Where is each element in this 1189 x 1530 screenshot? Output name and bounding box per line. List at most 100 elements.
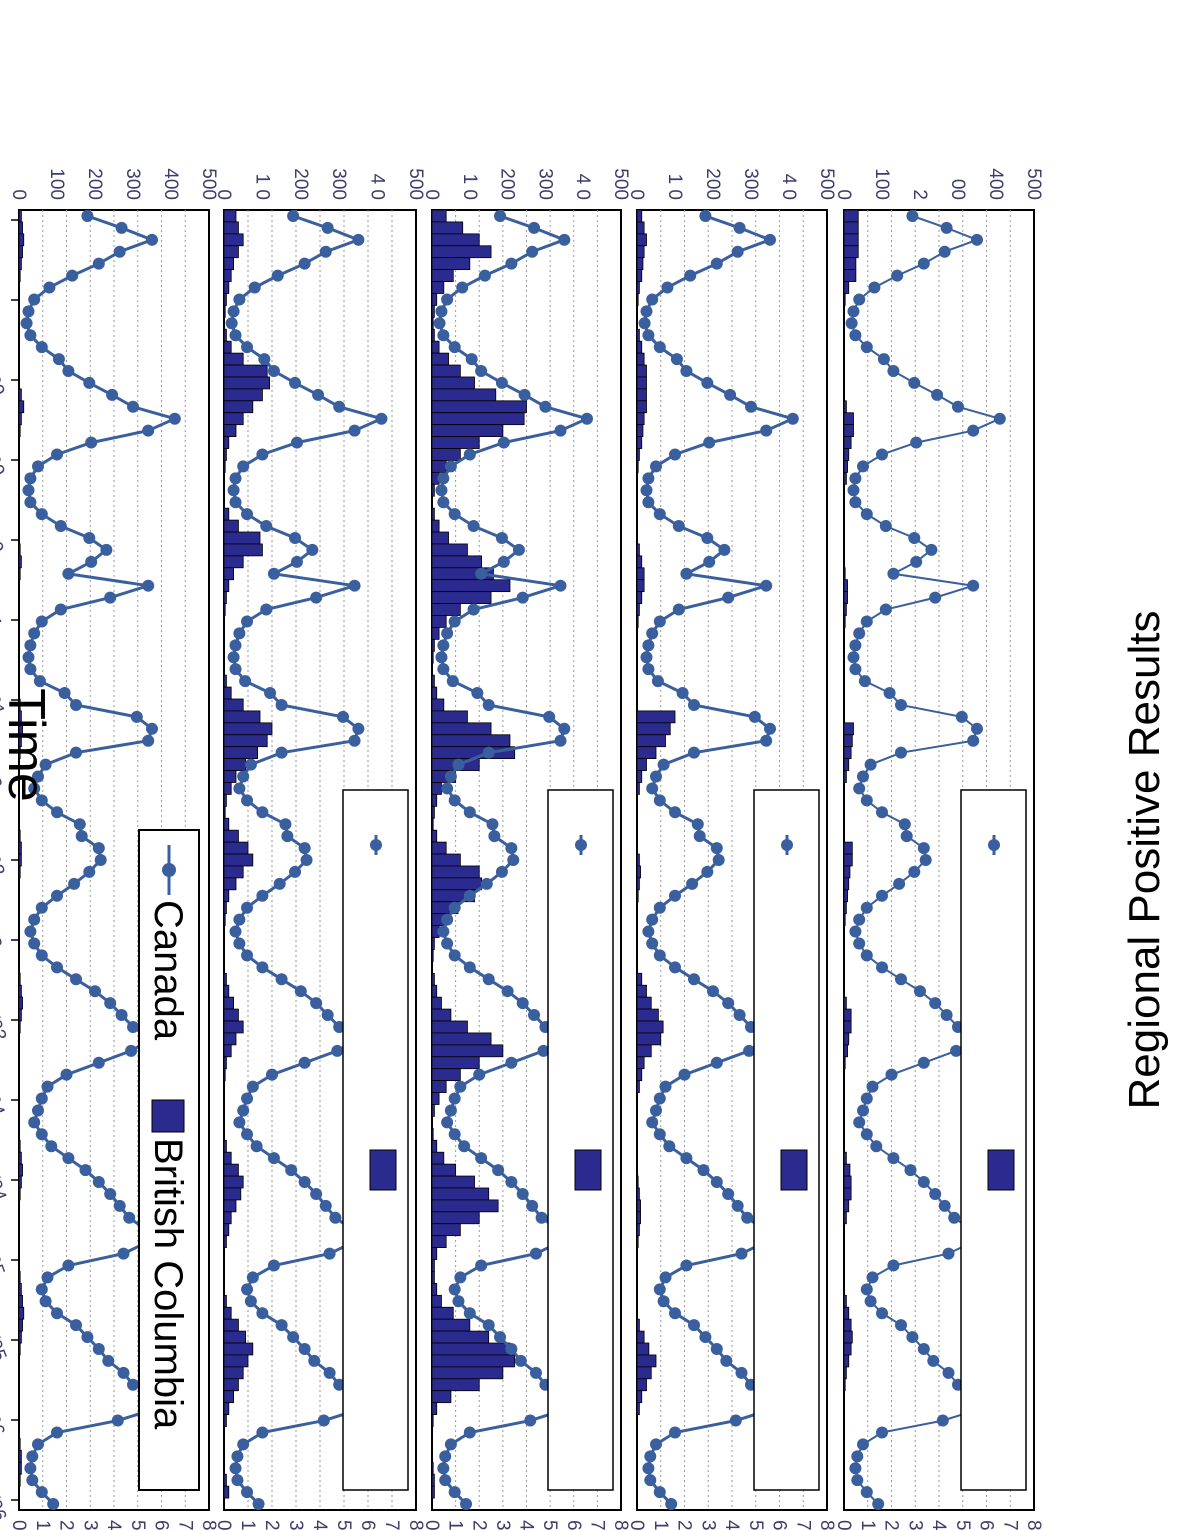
canada-point <box>967 579 980 592</box>
left-tick-label: 500 <box>405 168 426 200</box>
canada-point <box>720 1354 733 1367</box>
bc-bar <box>431 1461 434 1475</box>
right-tick-label: 600 <box>976 1520 997 1530</box>
y-axis-title: Regional Positive Results <box>1120 611 1169 1110</box>
canada-point <box>505 257 518 270</box>
canada-point <box>931 388 944 401</box>
x-axis-title: Time <box>0 688 55 802</box>
left-tick-label: 400 <box>160 168 181 200</box>
canada-point <box>92 1342 105 1355</box>
canada-point <box>437 925 450 938</box>
canada-point <box>849 1462 862 1475</box>
canada-point <box>435 305 448 318</box>
bc-bar <box>223 710 261 724</box>
right-tick-label: 500 <box>745 1520 766 1530</box>
canada-point <box>864 1295 877 1308</box>
canada-point <box>927 1354 940 1367</box>
canada-point <box>70 973 82 986</box>
canada-point <box>28 293 41 306</box>
canada-point <box>467 603 480 616</box>
canada-point <box>887 567 900 580</box>
canada-point <box>853 293 866 306</box>
bc-bar <box>843 221 859 235</box>
bc-bar <box>18 543 21 557</box>
bc-bar <box>636 1187 640 1201</box>
bc-bar <box>431 1127 434 1141</box>
bc-bar <box>843 1020 852 1034</box>
canada-point <box>860 1283 873 1296</box>
right-tick-label: 1 0 <box>237 1520 258 1530</box>
bc-bar <box>431 1271 435 1284</box>
canada-point <box>494 209 507 222</box>
canada-point <box>670 353 683 366</box>
bc-bar <box>431 984 438 998</box>
canada-point <box>743 1044 756 1057</box>
x-tick-label: 2 92 <box>0 837 8 879</box>
canada-point <box>653 1283 666 1296</box>
canada-point <box>733 1009 746 1022</box>
bc-bar <box>431 1211 480 1225</box>
canada-point <box>319 245 332 258</box>
right-tick-label: 800 <box>198 1520 219 1530</box>
bc-bar <box>223 972 227 986</box>
canada-point <box>857 1104 869 1117</box>
bc-bar <box>18 1187 21 1201</box>
canada-point <box>437 329 450 342</box>
canada-point <box>482 746 495 759</box>
bc-bar <box>431 412 525 426</box>
canada-point <box>298 1342 311 1355</box>
canada-point <box>516 997 529 1010</box>
bc-bar <box>636 1068 643 1082</box>
bc-bar <box>636 1199 641 1213</box>
canada-point <box>741 1211 754 1224</box>
bc-bar <box>18 865 21 879</box>
left-tick-label: 2 <box>909 189 930 200</box>
canada-point <box>887 1152 900 1165</box>
bc-bar <box>843 1056 846 1070</box>
legend-box <box>547 789 614 1491</box>
left-tick-label: 4 0 <box>572 174 593 200</box>
canada-point <box>237 460 250 473</box>
canada-point <box>853 782 866 795</box>
canada-point <box>28 782 41 795</box>
bc-bar <box>636 972 643 986</box>
bc-bar <box>18 1473 21 1487</box>
canada-point <box>308 1354 321 1367</box>
bc-bar <box>223 245 239 259</box>
canada-point <box>917 257 930 270</box>
canada-point <box>47 1498 60 1511</box>
left-tick-label: 500 <box>610 168 631 200</box>
canada-point <box>558 722 571 735</box>
left-tick-label: 1 0 <box>664 174 685 200</box>
canada-point <box>237 1104 250 1117</box>
canada-point <box>463 448 476 461</box>
bc-bar <box>18 1139 21 1153</box>
canada-point <box>104 1187 117 1200</box>
canada-point <box>860 341 873 354</box>
canada-point <box>28 937 41 950</box>
canada-point <box>851 1450 864 1463</box>
canada-point <box>516 1187 529 1200</box>
bc-bar <box>223 603 226 616</box>
canada-point <box>33 675 46 688</box>
canada-point <box>539 400 552 413</box>
bc-bar <box>223 555 244 569</box>
x-tick-label: 91 <box>0 605 6 632</box>
canada-point <box>669 1307 681 1320</box>
x-tick-label: 8 <box>0 290 4 307</box>
bc-bar <box>431 1044 504 1058</box>
bc-bar <box>636 770 643 783</box>
canada-point <box>475 1259 488 1272</box>
canada-point <box>745 400 757 413</box>
canada-point <box>333 400 346 413</box>
bc-bar <box>431 543 468 557</box>
canada-point <box>710 842 723 855</box>
canada-point <box>895 973 907 986</box>
canada-point <box>441 1116 454 1129</box>
canada-point <box>35 949 48 962</box>
canada-point <box>699 1331 712 1344</box>
bc-bar <box>431 1247 438 1260</box>
canada-point <box>860 901 873 914</box>
canada-point <box>917 1342 930 1355</box>
bc-bar <box>431 209 447 223</box>
